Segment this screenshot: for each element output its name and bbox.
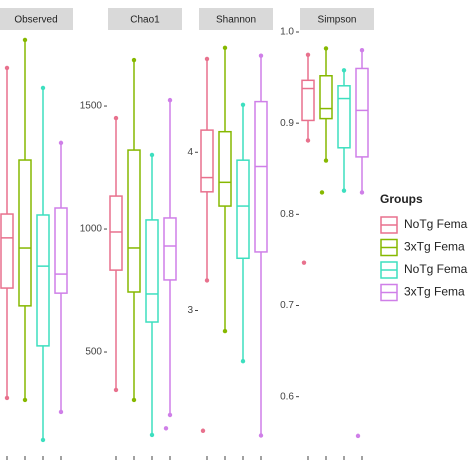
strip-text: Shannon: [216, 15, 256, 26]
strip-text: Simpson: [318, 15, 357, 26]
point-max: [22, 37, 28, 43]
point-min: [222, 328, 228, 334]
y-tick-label: 0.7: [280, 300, 294, 311]
point-min: [341, 188, 347, 193]
y-tick-label: 0.9: [280, 118, 294, 129]
point-max: [167, 97, 173, 103]
point-min: [131, 397, 137, 403]
outlier: [319, 190, 325, 195]
legend-label: NoTg Fema: [404, 217, 468, 231]
y-tick-label: 1500: [80, 101, 103, 112]
point-min: [113, 387, 119, 393]
point-min: [40, 437, 46, 443]
point-min: [58, 409, 64, 415]
point-min: [204, 278, 210, 283]
point-min: [167, 412, 173, 418]
point-max: [341, 68, 347, 73]
strip: [108, 8, 182, 30]
point-max: [359, 48, 365, 53]
point-min: [149, 432, 155, 438]
box: [319, 75, 333, 120]
point-min: [305, 138, 311, 143]
point-max: [258, 53, 264, 58]
outlier: [355, 433, 361, 439]
point-max: [4, 65, 10, 71]
strip-text: Chao1: [130, 15, 160, 26]
point-max: [113, 115, 119, 121]
box: [337, 85, 351, 149]
point-max: [305, 52, 311, 57]
y-tick-label: 1.0: [280, 27, 294, 38]
legend-title: Groups: [380, 192, 423, 206]
strip-text: Observed: [14, 15, 57, 26]
box: [145, 219, 159, 323]
point-max: [222, 45, 228, 51]
y-tick-label: 500: [85, 347, 102, 358]
point-max: [149, 152, 155, 158]
box: [355, 67, 369, 158]
point-min: [359, 190, 365, 195]
box: [18, 159, 32, 307]
legend-label: 3xTg Fema: [404, 240, 465, 254]
y-tick-label: 3: [187, 305, 193, 316]
point-min: [22, 397, 28, 403]
point-min: [258, 433, 264, 438]
point-min: [240, 358, 246, 364]
box: [236, 159, 250, 260]
point-max: [204, 56, 210, 62]
legend-label: 3xTg Fema: [404, 285, 465, 299]
point-max: [40, 85, 46, 91]
point-max: [58, 140, 64, 146]
point-max: [131, 57, 137, 63]
point-max: [240, 102, 246, 107]
strip: [199, 8, 273, 30]
box: [54, 207, 68, 294]
y-tick-label: 1000: [80, 224, 103, 235]
outlier: [301, 260, 307, 265]
strip: [0, 8, 73, 30]
strip: [300, 8, 374, 30]
y-tick-label: 0.8: [280, 209, 294, 220]
box: [163, 217, 177, 281]
box: [301, 79, 315, 122]
outlier: [163, 426, 169, 431]
y-tick-label: 0.6: [280, 391, 294, 402]
box: [127, 149, 141, 293]
box: [109, 195, 123, 271]
outlier: [200, 428, 206, 433]
box: [218, 130, 232, 207]
y-tick-label: 4: [187, 147, 193, 158]
point-max: [323, 46, 329, 51]
box: [0, 213, 14, 289]
box: [36, 214, 50, 347]
legend-label: NoTg Fema: [404, 262, 468, 276]
box: [254, 100, 268, 253]
point-min: [323, 158, 329, 163]
point-min: [4, 395, 10, 401]
box: [200, 129, 214, 193]
